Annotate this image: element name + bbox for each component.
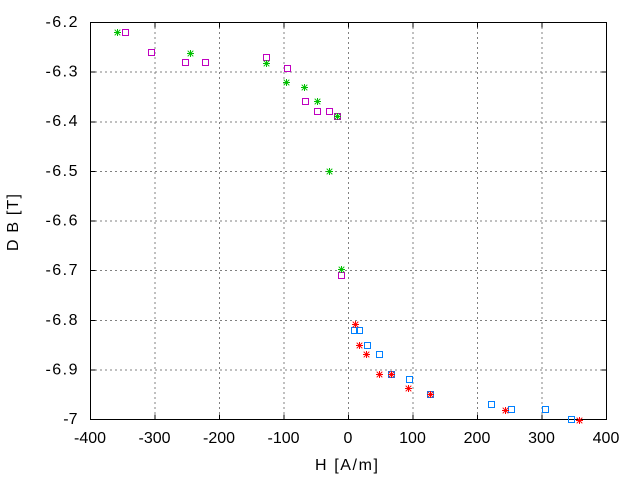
- svg-text:-200: -200: [203, 430, 235, 447]
- svg-text:0: 0: [344, 430, 353, 447]
- svg-text:400: 400: [593, 430, 620, 447]
- svg-text:-7: -7: [63, 411, 77, 428]
- svg-text:100: 100: [399, 430, 426, 447]
- svg-text:-300: -300: [138, 430, 170, 447]
- svg-text:H [A/m]: H [A/m]: [315, 457, 378, 474]
- svg-text:300: 300: [528, 430, 555, 447]
- svg-text:-100: -100: [267, 430, 299, 447]
- svg-text:-400: -400: [74, 430, 106, 447]
- svg-text:200: 200: [464, 430, 491, 447]
- svg-text:D B [T]: D B [T]: [5, 194, 22, 251]
